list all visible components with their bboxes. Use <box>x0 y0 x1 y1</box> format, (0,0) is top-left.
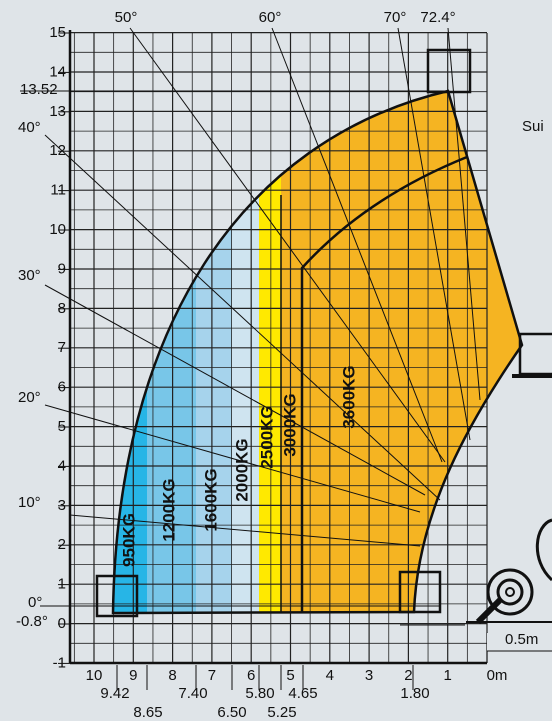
y-tick-label: 6 <box>58 379 66 396</box>
angle-label: 0° <box>28 594 42 611</box>
x-mark-label: 1.80 <box>400 685 429 702</box>
zone-fill <box>147 91 196 613</box>
grid <box>68 30 488 665</box>
x-tick-label: 4 <box>326 667 334 684</box>
working-envelope <box>113 91 522 613</box>
zone-label: 2000KG <box>232 438 251 501</box>
y-tick-label: 2 <box>58 536 66 553</box>
y-tick-label: 5 <box>58 418 66 435</box>
y-tick-label: 8 <box>58 300 66 317</box>
y-tick-label: 15 <box>49 24 66 41</box>
scale-note: 0.5m <box>505 631 538 648</box>
zone-fill <box>232 91 259 613</box>
zone-label: 950KG <box>119 513 138 567</box>
angle-label: 70° <box>384 9 407 26</box>
x-tick-label: 1 <box>444 667 452 684</box>
angle-label: 60° <box>259 9 282 26</box>
x-tick-label: 2 <box>404 667 412 684</box>
y-tick-label: 3 <box>58 497 66 514</box>
angle-label: 20° <box>18 389 41 406</box>
angle-label: 10° <box>18 494 41 511</box>
x-mark-label: 7.40 <box>178 685 207 702</box>
y-tick-label: 0 <box>58 615 66 632</box>
x-tick-label: 3 <box>365 667 373 684</box>
x-mark-label: 5.25 <box>267 704 296 721</box>
y-tick-label: 4 <box>58 457 66 474</box>
zone-label: 1600KG <box>201 468 220 531</box>
x-tick-label: 10 <box>86 667 103 684</box>
x-tick-label: 7 <box>208 667 216 684</box>
x-mark-label: 5.80 <box>245 685 274 702</box>
y-tick-label: 1 <box>58 576 66 593</box>
envelope-lines <box>40 27 552 663</box>
x-mark-label: 9.42 <box>100 685 129 702</box>
y-tick-label: -1 <box>53 654 66 671</box>
y-tick-label: 10 <box>49 221 66 238</box>
zone-label: 3000KG <box>280 393 299 456</box>
x-mark-label: 8.65 <box>133 704 162 721</box>
y-tick-label: 12 <box>49 142 66 159</box>
angle-label: -0.8° <box>16 613 48 630</box>
x-mark-label: 6.50 <box>217 704 246 721</box>
y-extra-label: 13.52 <box>20 81 58 98</box>
x-tick-label: 5 <box>286 667 294 684</box>
angle-label: 72.4° <box>420 9 455 26</box>
y-tick-label: 14 <box>49 63 66 80</box>
zone-label: 3600KG <box>339 365 358 428</box>
zone-fill <box>113 91 147 613</box>
x-tick-label: 9 <box>129 667 137 684</box>
side-text: Sui <box>522 118 544 135</box>
x-mark-label: 4.65 <box>288 685 317 702</box>
x-tick-label: 6 <box>247 667 255 684</box>
angle-label: 40° <box>18 119 41 136</box>
x-tick-label: 0m <box>487 667 508 684</box>
y-tick-label: 9 <box>58 260 66 277</box>
angle-label: 30° <box>18 267 41 284</box>
zone-label: 2500KG <box>257 405 276 468</box>
scale-bg <box>487 633 552 651</box>
y-tick-label: 11 <box>50 182 66 199</box>
angle-label: 50° <box>115 9 138 26</box>
zone-fill <box>196 91 232 613</box>
x-tick-label: 8 <box>168 667 176 684</box>
zone-fill <box>259 91 281 613</box>
y-tick-label: 7 <box>58 339 66 356</box>
zone-label: 1200KG <box>159 478 178 541</box>
y-tick-label: 13 <box>49 103 66 120</box>
